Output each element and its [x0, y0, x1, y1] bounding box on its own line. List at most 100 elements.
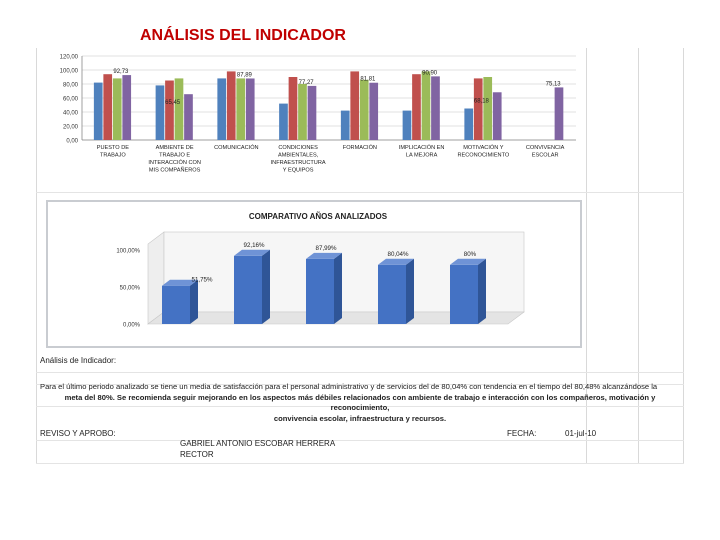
y-tick-label: 60,00: [63, 97, 79, 103]
data-label: 68,18: [474, 98, 490, 104]
bar-side: [478, 258, 486, 324]
bar: [369, 82, 379, 140]
category-label: IMPLICACIÓN EN: [399, 144, 445, 151]
bar: [554, 87, 564, 140]
reviewer-role: RECTOR: [180, 450, 214, 459]
category-label: INTERACCIÓN CON: [148, 159, 201, 166]
bar: [340, 110, 350, 140]
bar: [307, 85, 317, 140]
bar: [184, 94, 193, 140]
y-tick-label: 20,00: [63, 125, 79, 131]
y-tick-label: 80,00: [63, 83, 79, 89]
bar-top: [378, 258, 414, 265]
category-label: TRABAJO E: [159, 153, 190, 159]
bar: [122, 75, 132, 140]
category-label: TRABAJO: [100, 153, 126, 159]
bar: [492, 92, 502, 140]
grid-line: [586, 48, 587, 464]
bar-side: [334, 252, 342, 324]
bar: [350, 71, 360, 140]
slide-title: ANÁLISIS DEL INDICADOR: [140, 27, 346, 44]
grid-line: [36, 406, 684, 407]
y-tick-label: 50,00%: [120, 286, 141, 292]
bar: [103, 74, 113, 140]
y-tick-label: 40,00: [63, 111, 79, 117]
bar: [288, 77, 298, 140]
bar: [359, 79, 369, 140]
bar: [483, 77, 493, 140]
grid-line: [36, 463, 684, 464]
bar-top: [234, 249, 270, 256]
bar-side: [190, 279, 198, 324]
category-label: MOTIVACIÓN Y: [463, 144, 503, 151]
data-label: 90,90: [422, 70, 438, 76]
bar-top: [306, 252, 342, 259]
category-label: RECONOCIMIENTO: [457, 153, 509, 159]
data-label: 51,75%: [192, 277, 213, 284]
comparison-chart-title: COMPARATIVO AÑOS ANALIZADOS: [248, 212, 388, 221]
bar: [431, 76, 440, 140]
category-label: MIS COMPAÑEROS: [149, 167, 201, 174]
data-label: 81,81: [360, 77, 376, 83]
grid-line: [36, 440, 684, 441]
grid-line: [638, 48, 639, 464]
bar-front: [306, 258, 334, 324]
data-label: 87,89: [237, 72, 253, 78]
analysis-line-1: Para el último periodo analizado se tien…: [40, 382, 658, 391]
category-label: INFRAESTRUCTURA: [271, 160, 326, 166]
category-label: CONVIVENCIA: [526, 145, 565, 151]
data-label: 92,73: [113, 69, 129, 75]
bar-front: [450, 264, 478, 324]
y-tick-label: 100,00%: [116, 249, 140, 255]
bar: [245, 78, 255, 140]
reviewed-label: REVISO Y APROBO:: [40, 429, 116, 438]
bar-top: [450, 258, 486, 265]
reviewer-name: GABRIEL ANTONIO ESCOBAR HERRERA: [180, 439, 336, 448]
category-label: ESCOLAR: [532, 153, 559, 159]
bar: [412, 74, 421, 140]
category-label: CONDICIONES: [278, 145, 318, 151]
analysis-label: Análisis de Indicador:: [40, 356, 117, 365]
date-value: 01-jul-10: [565, 429, 597, 438]
bar: [279, 103, 288, 140]
analysis-paragraph: Para el último periodo analizado se tien…: [40, 382, 680, 424]
comparison-chart-frame[interactable]: COMPARATIVO AÑOS ANALIZADOS 100,00% 50,00…: [46, 200, 582, 348]
bar-top: [162, 279, 198, 286]
category-label: PUESTO DE: [97, 145, 129, 151]
data-label: 75,13: [546, 81, 562, 87]
bar: [236, 78, 246, 140]
category-label: LA MEJORA: [406, 153, 438, 159]
bar-side: [406, 258, 414, 324]
y-tick-label: 0,00: [66, 139, 78, 145]
bar: [165, 80, 174, 140]
chart-side-wall: [147, 231, 165, 325]
analysis-line-3: convivencia escolar, infraestructura y r…: [273, 413, 447, 423]
grid-line: [36, 372, 684, 373]
date-label: FECHA:: [507, 429, 537, 438]
bar: [298, 84, 307, 140]
bar-side: [262, 249, 270, 324]
y-tick-label: 0,00%: [123, 323, 141, 329]
bar: [421, 71, 431, 140]
grid-line: [683, 48, 684, 464]
category-label: AMBIENTE DE: [156, 145, 194, 151]
bar: [112, 78, 122, 140]
comparison-bar-chart: 100,00% 50,00% 0,00% 51,75% 92,16% 87,99% 80,0…: [116, 231, 525, 329]
y-tick-label: 100,00: [60, 69, 79, 75]
data-label: 80,04%: [388, 251, 409, 258]
bar: [174, 78, 184, 140]
category-label: COMUNICACIÓN: [214, 144, 258, 151]
category-label: FORMACIÓN: [343, 144, 377, 151]
bar-front: [162, 285, 190, 324]
data-label: 80%: [464, 251, 477, 258]
analysis-line-2: meta del 80%. Se recomienda seguir mejor…: [64, 392, 656, 413]
category-label: AMBIENTALES,: [278, 153, 319, 159]
indicator-bar-chart[interactable]: 120,00 100,00 80,00 60,00 40,00 20,00 0,00 92,7…: [38, 50, 586, 190]
y-tick-label: 120,00: [60, 55, 79, 61]
bar: [226, 71, 236, 140]
bar: [155, 85, 165, 140]
bar: [402, 110, 412, 140]
grid-line: [36, 192, 684, 193]
category-label: Y EQUIPOS: [283, 168, 314, 174]
data-label: 77,27: [299, 80, 315, 86]
